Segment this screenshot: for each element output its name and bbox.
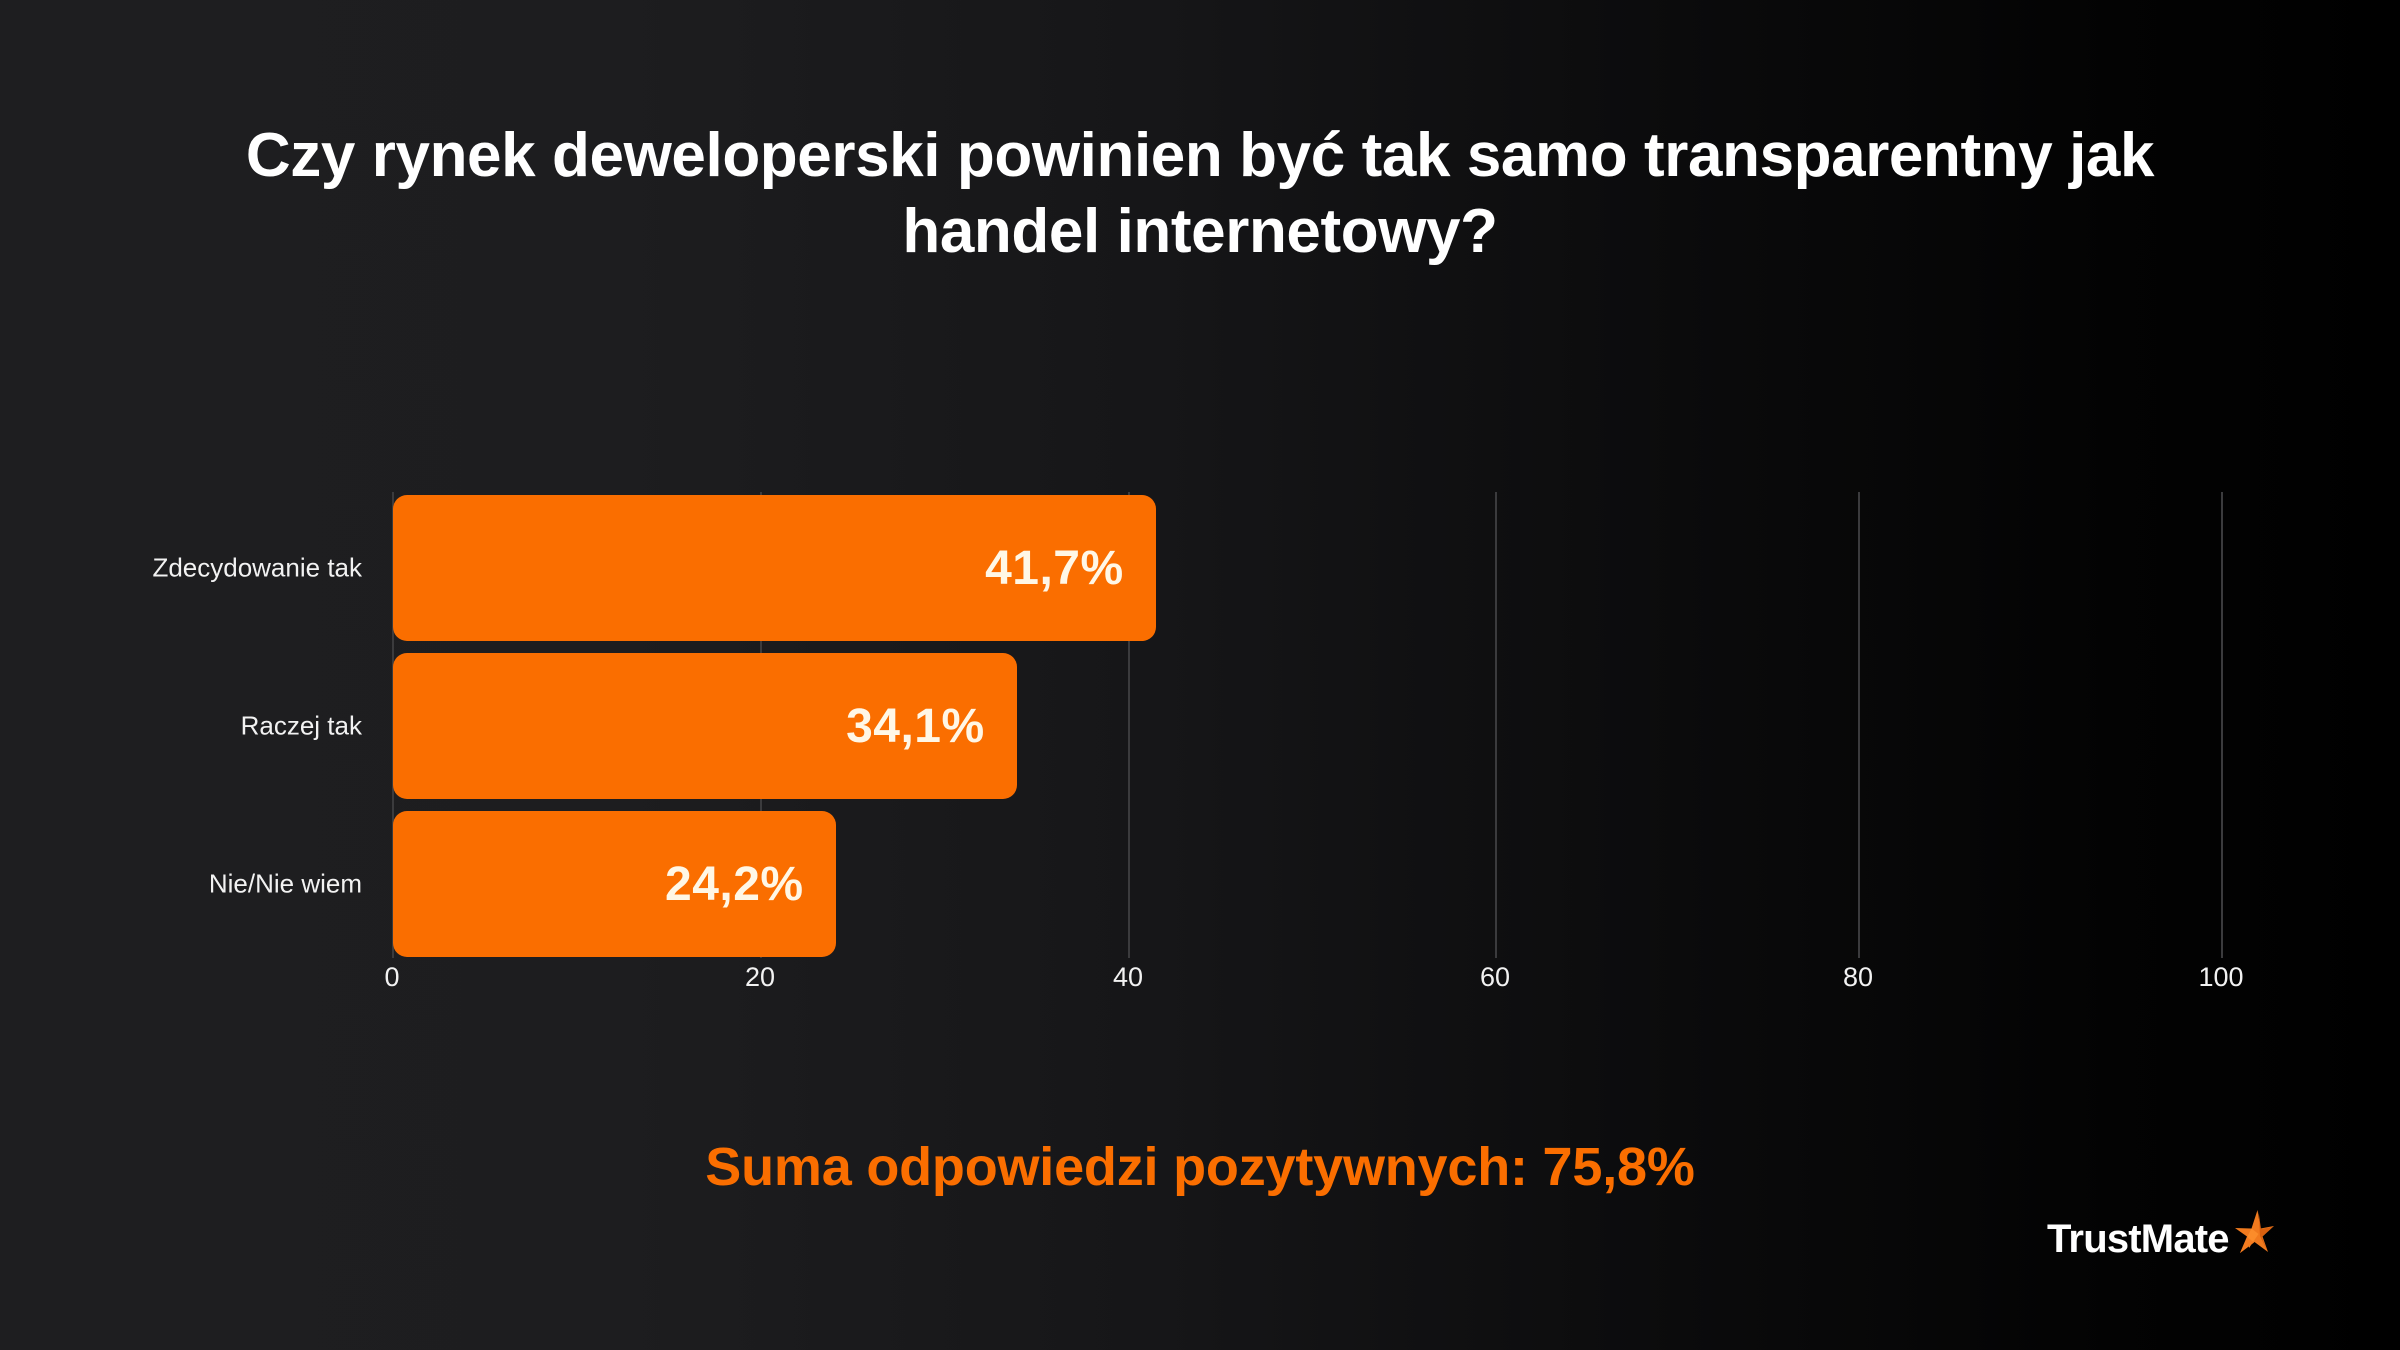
bar-value-label: 34,1% xyxy=(846,699,985,753)
summary-annotation: Suma odpowiedzi pozytywnych: 75,8% xyxy=(705,1137,1695,1197)
logo-text: TrustMate xyxy=(2047,1217,2230,1261)
xtick-label-0: 0 xyxy=(384,962,400,992)
xtick-label-40: 40 xyxy=(1112,962,1144,992)
gridline-40 xyxy=(1128,492,1130,958)
gridline-100 xyxy=(2221,492,2223,958)
xtick-label-80: 80 xyxy=(1842,962,1874,992)
page-title: Czy rynek deweloperski powinien być tak … xyxy=(245,121,2155,266)
gridline-80 xyxy=(1858,492,1860,958)
bar-value-label: 24,2% xyxy=(665,857,804,911)
xtick-label-60: 60 xyxy=(1479,962,1511,992)
bar-nie-nie-wiem: 24,2% xyxy=(393,811,836,957)
category-label-zdecydowanie-tak: Zdecydowanie tak xyxy=(152,552,362,583)
trustmate-logo: TrustMate xyxy=(2047,1210,2277,1262)
bar-value-label: 41,7% xyxy=(985,541,1124,595)
bar-raczej-tak: 34,1% xyxy=(393,653,1017,799)
xtick-label-20: 20 xyxy=(744,962,776,992)
xtick-label-100: 100 xyxy=(2198,962,2244,992)
gridline-60 xyxy=(1495,492,1497,958)
category-label-raczej-tak: Raczej tak xyxy=(240,710,362,741)
category-label-nie-nie-wiem: Nie/Nie wiem xyxy=(208,868,362,899)
star-swoosh-icon xyxy=(2234,1210,2274,1253)
bar-zdecydowanie-tak: 41,7% xyxy=(393,495,1156,641)
